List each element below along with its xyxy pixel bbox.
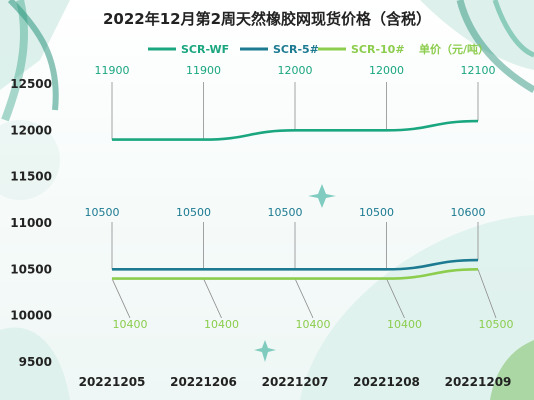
legend: SCR-WF SCR-5# SCR-10# 单价（元/吨） [148, 42, 489, 56]
series-line [112, 268, 479, 280]
x-tick-label: 20221208 [353, 375, 420, 389]
legend-entry: SCR-5# [273, 43, 319, 56]
series-lines [111, 119, 479, 280]
y-tick-label: 9500 [19, 355, 52, 369]
data-label: 10500 [479, 318, 514, 331]
data-label: 12100 [461, 64, 496, 77]
data-label: 11900 [95, 64, 130, 77]
data-label: 10500 [176, 206, 211, 219]
y-tick-label: 12000 [10, 123, 52, 137]
chart-title: 2022年12月第2周天然橡胶网现货价格（含税） [103, 10, 431, 28]
y-tick-label: 11000 [10, 216, 52, 230]
legend-entry: SCR-10# [351, 43, 405, 56]
series-line [112, 119, 479, 141]
data-label: 10400 [387, 318, 422, 331]
label-leader-lines [111, 82, 497, 319]
leader-line [386, 278, 405, 319]
data-label: 10400 [204, 318, 239, 331]
data-labels: 11900 11900 12000 12000 12100 10500 10500 10500… [85, 64, 514, 331]
data-label: 10400 [113, 318, 148, 331]
leader-line [203, 278, 222, 319]
x-tick-label: 20221206 [170, 375, 237, 389]
legend-entry: SCR-WF [181, 43, 229, 56]
data-label: 12000 [369, 64, 404, 77]
data-label: 10500 [359, 206, 394, 219]
leader-line [111, 278, 131, 319]
unit-label: 单价（元/吨） [419, 42, 489, 56]
leader-line [294, 278, 314, 319]
y-tick-label: 10000 [10, 309, 52, 323]
y-tick-label: 11500 [10, 170, 52, 184]
series-line [111, 258, 479, 271]
x-tick-label: 20221209 [445, 375, 512, 389]
data-label: 10500 [268, 206, 303, 219]
y-axis: 9500 10000 10500 11000 11500 12000 12500 [10, 77, 52, 369]
data-label: 10400 [296, 318, 331, 331]
data-label: 10500 [85, 206, 120, 219]
y-tick-label: 12500 [10, 77, 52, 91]
data-label: 10600 [451, 206, 486, 219]
leader-line [477, 269, 497, 319]
x-axis: 20221205 20221206 20221207 20221208 20221209 [79, 375, 512, 389]
x-tick-label: 20221205 [79, 375, 146, 389]
data-label: 11900 [186, 64, 221, 77]
y-tick-label: 10500 [10, 262, 52, 276]
data-label: 12000 [278, 64, 313, 77]
x-tick-label: 20221207 [262, 375, 329, 389]
